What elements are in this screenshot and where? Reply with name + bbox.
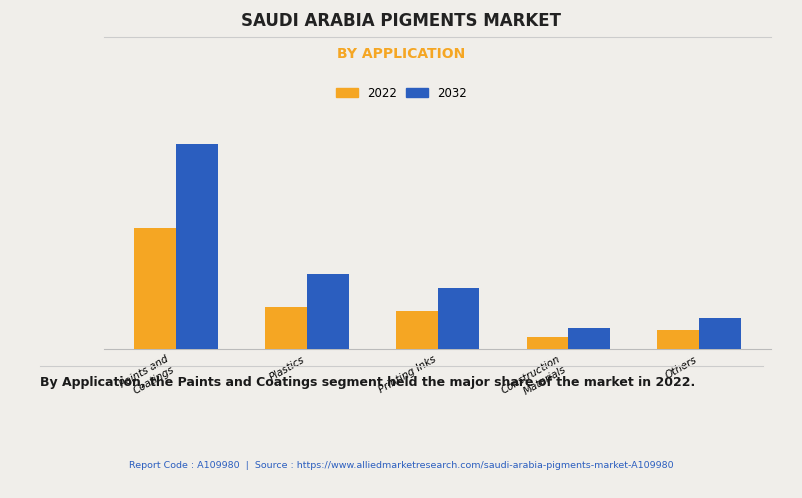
Bar [656, 330, 698, 349]
Legend: 2022, 2032: 2022, 2032 [332, 83, 470, 103]
Bar [134, 228, 176, 349]
Text: BY APPLICATION: BY APPLICATION [337, 47, 465, 61]
Bar [265, 307, 306, 349]
Bar [698, 318, 740, 349]
Bar [395, 311, 437, 349]
Bar [568, 328, 610, 349]
Text: SAUDI ARABIA PIGMENTS MARKET: SAUDI ARABIA PIGMENTS MARKET [241, 12, 561, 30]
Bar [526, 337, 568, 349]
Bar [306, 274, 348, 349]
Bar [437, 288, 479, 349]
Bar [176, 144, 218, 349]
Text: Report Code : A109980  |  Source : https://www.alliedmarketresearch.com/saudi-ar: Report Code : A109980 | Source : https:/… [129, 461, 673, 470]
Text: By Application, the Paints and Coatings segment held the major share of the mark: By Application, the Paints and Coatings … [40, 376, 695, 389]
